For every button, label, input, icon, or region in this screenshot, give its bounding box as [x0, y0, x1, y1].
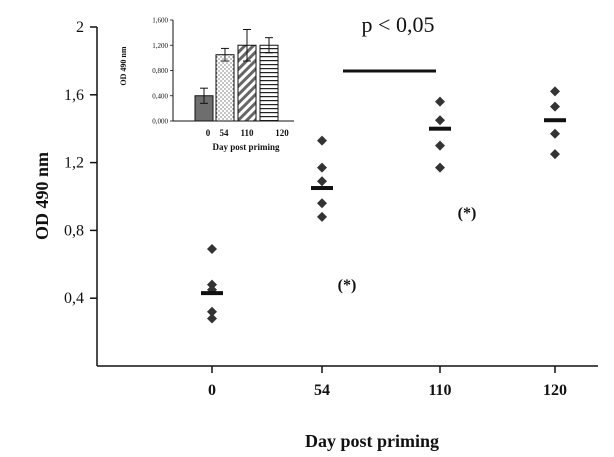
x-axis-title: Day post priming [305, 431, 439, 451]
inset-chart: 0,000 0,400 0,800 1,200 1,600 0 54 110 120 OD 4… [119, 17, 294, 152]
inset-y-tick-label: 0,000 [152, 118, 168, 126]
main-axes [96, 27, 598, 367]
p-value-label: p < 0,05 [362, 12, 435, 37]
main-y-tick-label: 2 [76, 19, 84, 36]
inset-x-tick-label: 120 [275, 128, 289, 138]
inset-y-tick-label: 0,800 [152, 67, 168, 75]
y-axis-title: OD 490 nm [32, 152, 52, 240]
main-data-points [207, 86, 560, 324]
main-y-tick-label: 0,4 [64, 290, 84, 307]
data-point [207, 313, 217, 324]
data-point [207, 306, 217, 317]
inset-y-tick-label: 0,400 [152, 92, 168, 100]
data-point [435, 162, 445, 173]
inset-y-ticks: 0,000 0,400 0,800 1,200 1,600 [152, 17, 173, 126]
inset-bar [215, 54, 235, 122]
inset-x-tick-label: 54 [220, 128, 230, 138]
data-point [435, 140, 445, 151]
mean-bar [311, 186, 333, 191]
inset-y-tick-label: 1,600 [152, 17, 168, 25]
data-point [317, 211, 327, 222]
main-y-tick-label: 1,6 [64, 87, 84, 104]
significance-marker-110: (*) [458, 205, 477, 222]
mean-bar [429, 126, 451, 131]
inset-y-tick-label: 1,200 [152, 42, 168, 50]
main-y-tick-label: 1,2 [64, 155, 84, 172]
inset-y-axis-title: OD 490 nm [119, 46, 128, 85]
main-mean-bars [201, 118, 566, 296]
main-x-ticks: 0 54 110 120 [208, 366, 567, 399]
mean-bar [544, 118, 566, 123]
inset-x-tick-label: 110 [240, 128, 254, 138]
main-y-tick-label: 0,8 [64, 222, 84, 239]
significance-marker-54: (*) [338, 277, 357, 294]
mean-bar [201, 291, 223, 296]
main-x-tick-label: 120 [543, 382, 567, 399]
data-point [317, 198, 327, 209]
data-point [317, 162, 327, 173]
data-point [550, 86, 560, 97]
data-point [207, 279, 217, 290]
inset-x-tick-label: 0 [206, 128, 211, 138]
data-point [317, 135, 327, 146]
inset-bars [194, 44, 279, 122]
data-point [550, 101, 560, 112]
inset-x-axis-title: Day post priming [212, 142, 280, 152]
data-point [317, 176, 327, 187]
data-point [550, 128, 560, 139]
inset-x-ticks: 0 54 110 120 [206, 128, 290, 138]
inset-error-bars [200, 28, 273, 104]
data-point [435, 96, 445, 107]
data-point [207, 244, 217, 255]
data-point [435, 115, 445, 126]
data-point [550, 149, 560, 160]
main-x-tick-label: 0 [208, 382, 216, 399]
main-y-ticks: 0,4 0,8 1,2 1,6 2 [64, 19, 97, 307]
main-x-tick-label: 110 [428, 382, 451, 399]
main-x-tick-label: 54 [314, 382, 330, 399]
inset-bar [259, 44, 279, 122]
